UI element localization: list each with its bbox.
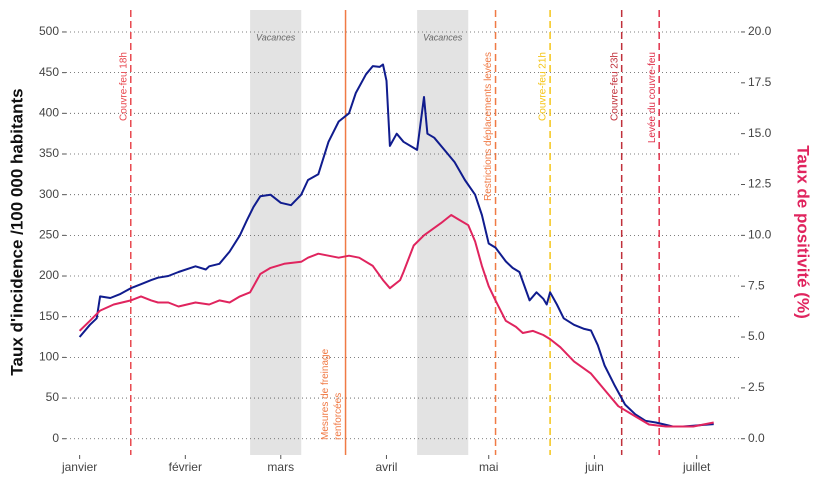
y2-tick-label: 20.0 <box>748 24 772 38</box>
event-label: renforcées <box>333 393 344 440</box>
y-tick-label: 50 <box>46 390 60 404</box>
event-label: Restrictions déplacements levées <box>483 52 494 201</box>
y-tick-label: 250 <box>39 228 59 242</box>
shaded-band <box>417 10 469 455</box>
event-label: Couvre-feu 21h <box>538 52 549 121</box>
y2-tick-label: 12.5 <box>748 177 772 191</box>
x-tick-label: juin <box>584 460 604 474</box>
y-axis-title: Taux d'incidence /100 000 habitants <box>7 88 26 375</box>
x-tick-label: mars <box>267 460 294 474</box>
y2-tick-label: 7.5 <box>748 278 765 292</box>
y-tick-label: 500 <box>39 24 59 38</box>
y-tick-label: 450 <box>39 65 59 79</box>
event-label: Levée du couvre-feu <box>647 52 658 143</box>
event-label: Mesures de freinage <box>320 348 331 440</box>
y2-tick-label: 15.0 <box>748 126 772 140</box>
band-label: Vacances <box>423 32 463 42</box>
y2-tick-label: 17.5 <box>748 75 772 89</box>
y2-tick-label: 0.0 <box>748 431 765 445</box>
x-tick-label: avril <box>375 460 397 474</box>
y-tick-label: 200 <box>39 268 59 282</box>
x-tick-label: juillet <box>682 460 711 474</box>
event-label: Couvre-feu 23h <box>609 52 620 121</box>
y2-tick-label: 5.0 <box>748 329 765 343</box>
series-line <box>78 63 714 428</box>
series-line <box>78 214 714 428</box>
x-tick-label: janvier <box>61 460 97 474</box>
shaded-band <box>250 10 302 455</box>
y2-axis-title: Taux de positivité (%) <box>794 145 813 319</box>
y-tick-label: 100 <box>39 350 59 364</box>
x-tick-label: février <box>169 460 202 474</box>
band-label: Vacances <box>256 32 296 42</box>
event-label: Couvre-feu 18h <box>118 52 129 121</box>
y-tick-label: 350 <box>39 146 59 160</box>
y-tick-label: 400 <box>39 105 59 119</box>
y2-tick-label: 10.0 <box>748 228 772 242</box>
y2-tick-label: 2.5 <box>748 380 765 394</box>
y-tick-label: 150 <box>39 309 59 323</box>
y-tick-label: 0 <box>52 431 59 445</box>
y-tick-label: 300 <box>39 187 59 201</box>
x-tick-label: mai <box>479 460 498 474</box>
